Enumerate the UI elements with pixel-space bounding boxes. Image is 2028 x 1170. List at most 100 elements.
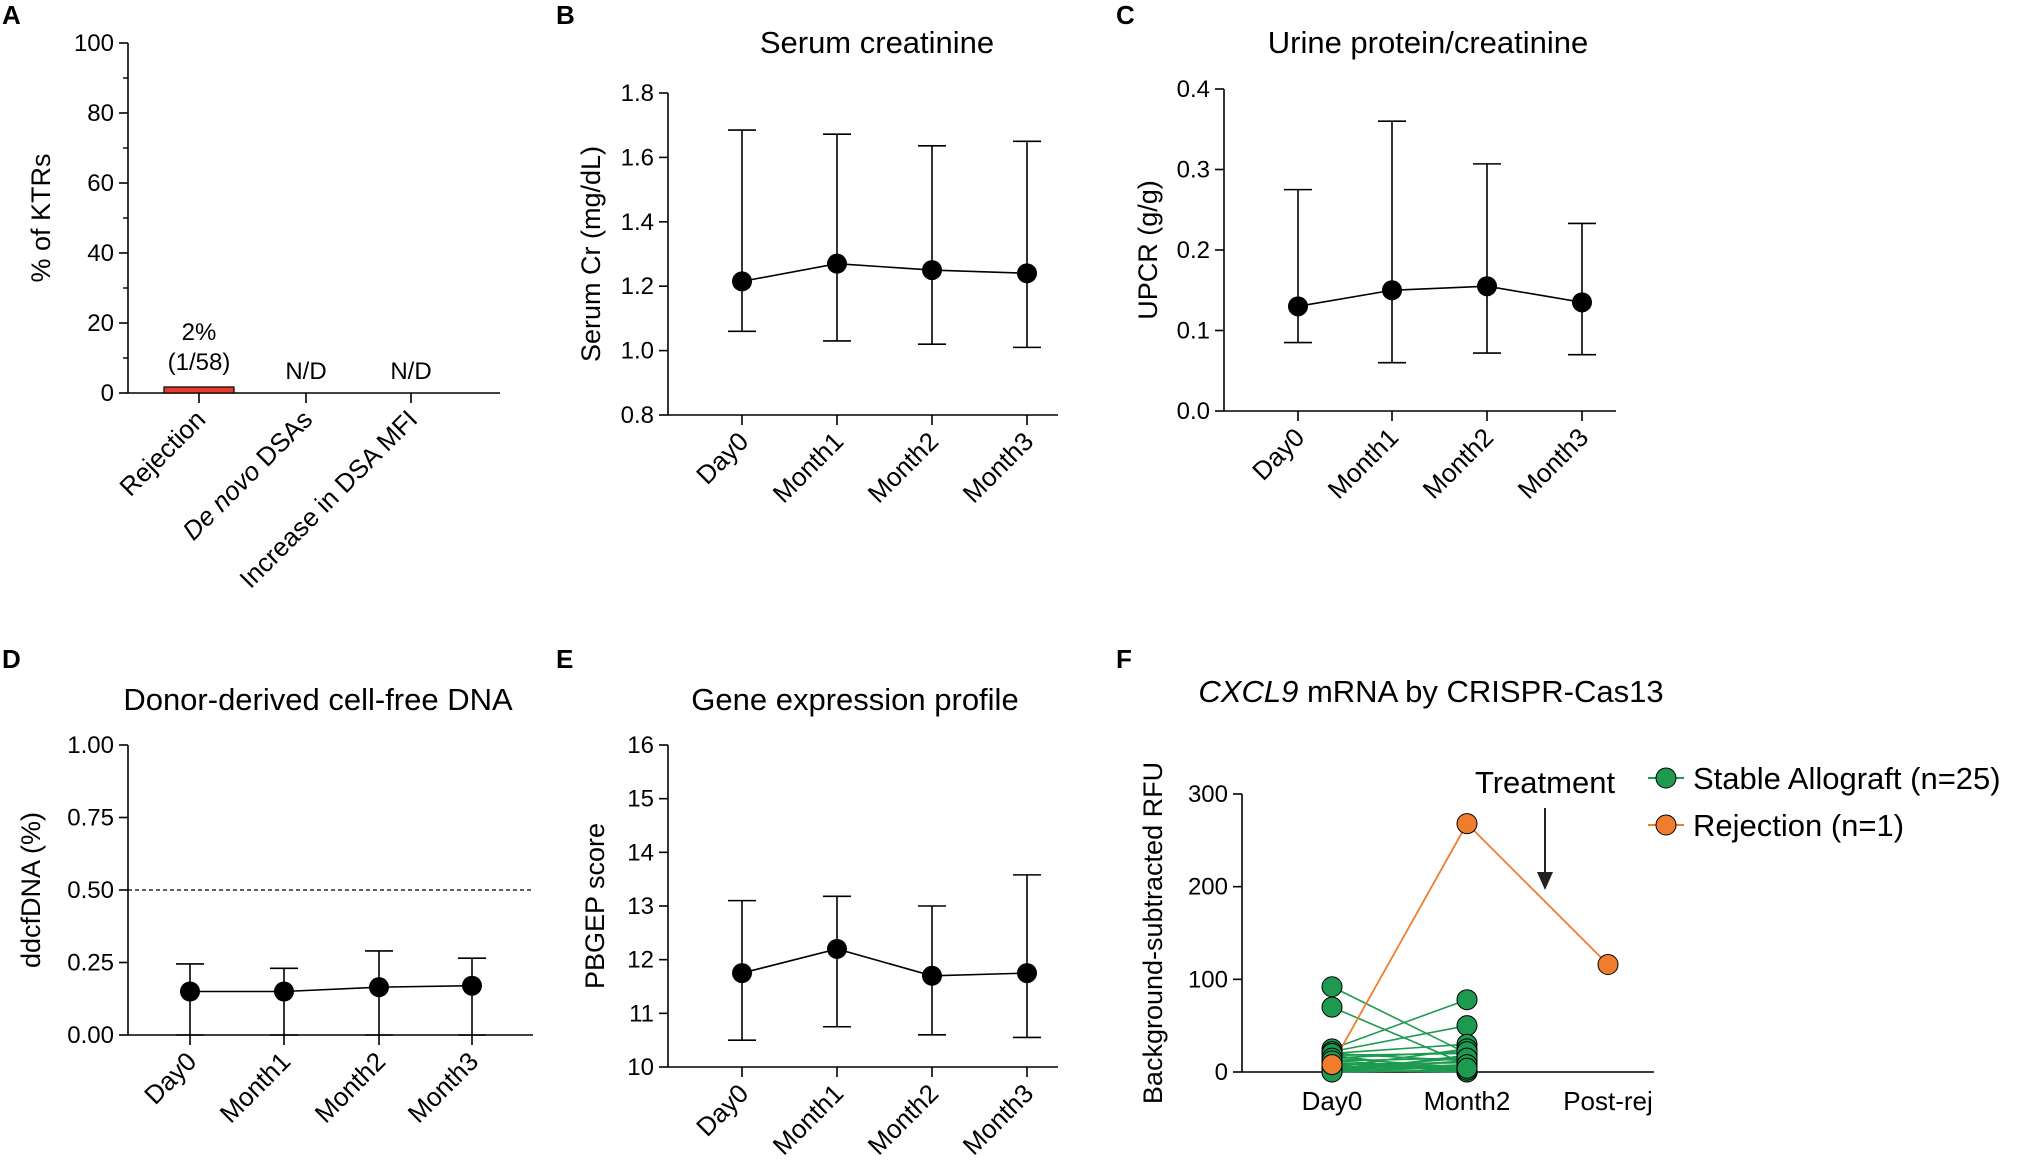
b-y-tick-label-3: 1.4 [621,209,654,236]
e-y-tick-label-6: 16 [627,732,654,759]
b-x-tick-label-0: Day0 [690,426,754,490]
e-mean-line [741,948,1028,977]
c-y-label: UPCR (g/g) [1133,180,1163,320]
b-y-tick-label-2: 1.2 [621,273,654,300]
e-x-tick-label-1: Month1 [767,1078,850,1161]
panel-letter-d: D [2,644,21,674]
a-y-tick-label-5: 100 [74,30,114,57]
f-stable-point-month2-3 [1456,1015,1478,1037]
f-title-part-1: mRNA by CRISPR-Cas13 [1298,674,1663,709]
b-point-0 [732,271,752,292]
d-x-tick-label-3: Month3 [402,1046,485,1129]
e-y-tick-label-3: 13 [627,893,654,920]
b-y-tick-label-4: 1.6 [621,144,654,171]
e-x-tick-label-3: Month3 [957,1078,1040,1161]
b-point-2 [922,260,942,281]
c-title: Urine protein/creatinine [1268,25,1589,60]
b-x-tick-label-3: Month3 [957,426,1040,509]
panel-letter-c: C [1116,0,1135,30]
f-stable-line-4 [1331,1043,1468,1055]
d-point-2 [369,977,389,998]
f-annotation-arrow-head [1537,872,1553,890]
a-y-tick-label-1: 20 [87,310,114,337]
a-x-tick-label-2-part-0: Increase in DSA MFI [233,404,423,594]
c-y-tick-label-4: 0.4 [1177,76,1210,103]
panel-letter-f: F [1116,644,1132,674]
a-bar-label-0-0: 2% [182,319,217,346]
e-point-1 [827,938,847,959]
b-point-1 [827,253,847,274]
panel-d-ddcfdna: Donor-derived cell-free DNA 0.00 0.25 0.50 0… [16,682,533,1129]
b-y-tick-label-0: 0.8 [621,402,654,429]
f-stable-line-0 [1331,986,1468,1055]
d-x-tick-label-0: Day0 [138,1046,202,1110]
b-y-tick-label-5: 1.8 [621,80,654,107]
d-x-tick-label-1: Month1 [214,1046,297,1129]
f-rejection-point-1 [1456,813,1478,835]
b-title: Serum creatinine [760,25,994,60]
a-y-tick-label-4: 80 [87,100,114,127]
e-y-tick-label-4: 14 [627,839,654,866]
d-y-tick-label-4: 1.00 [67,732,114,759]
c-point-3 [1572,292,1592,313]
d-y-label: ddcfDNA (%) [16,812,46,968]
f-legend-label-0: Stable Allograft (n=25) [1693,761,2001,796]
c-point-1 [1382,280,1402,301]
e-x-tick-label-2: Month2 [862,1078,945,1161]
panel-b-serum-creatinine: Serum creatinine 0.8 1.0 1.2 1.4 1.6 1.8 Serum … [576,25,1058,509]
a-x-tick-label-2: Increase in DSA MFI [233,404,423,594]
panel-letter-a: A [2,0,21,30]
a-bar-label-0-1: (1/58) [168,349,231,376]
c-mean-line [1297,285,1583,308]
c-x-tick-label-3: Month3 [1512,422,1595,505]
f-legend-marker-0 [1655,767,1677,789]
b-point-3 [1017,263,1037,284]
f-rejection-point-0 [1321,1054,1343,1076]
c-point-0 [1288,296,1308,317]
c-point-2 [1477,276,1497,297]
b-x-tick-label-1: Month1 [767,426,850,509]
a-bar-label-2-0: N/D [390,358,431,385]
c-y-tick-label-2: 0.2 [1177,237,1210,264]
e-point-0 [732,963,752,984]
d-point-1 [274,981,294,1002]
f-y-tick-label-2: 200 [1188,874,1228,901]
f-stable-point-month2-24 [1456,1057,1478,1079]
d-y-tick-label-3: 0.75 [67,805,114,832]
f-legend-label-1: Rejection (n=1) [1693,808,1904,843]
a-y-tick-label-0: 0 [101,380,114,407]
a-y-tick-label-2: 40 [87,240,114,267]
f-legend-marker-1 [1655,814,1677,836]
e-point-2 [922,965,942,986]
e-y-tick-label-1: 11 [629,1000,654,1027]
c-y-tick-label-3: 0.3 [1177,157,1210,184]
f-title: CXCL9 mRNA by CRISPR-Cas13 [1198,674,1663,709]
e-x-tick-label-0: Day0 [690,1078,754,1142]
d-y-tick-label-0: 0.00 [67,1022,114,1049]
panel-f-cxcl9: CXCL9 mRNA by CRISPR-Cas13 0 100 200 300 Back… [1138,674,2001,1116]
panel-c-upcr: Urine protein/creatinine 0.0 0.1 0.2 0.3 0.4 U… [1133,25,1616,505]
d-title: Donor-derived cell-free DNA [123,682,513,717]
e-y-tick-label-2: 12 [627,947,654,974]
f-title-part-0: CXCL9 [1198,674,1298,709]
f-stable-line-2 [1331,998,1468,1050]
f-stable-line-21 [1331,1057,1468,1070]
f-stable-line-22 [1331,1063,1468,1071]
f-stable-point-month2-2 [1456,989,1478,1011]
f-x-tick-label-1: Month2 [1424,1086,1511,1116]
e-y-tick-label-5: 15 [627,786,654,813]
a-x-tick-label-1-part-0: De novo [176,456,266,546]
f-x-tick-label-0: Day0 [1302,1086,1363,1116]
f-rejection-point-2 [1597,954,1619,976]
a-x-tick-label-0: Rejection [113,404,211,502]
panel-letter-b: B [556,0,575,30]
a-y-tick-label-3: 60 [87,170,114,197]
c-y-tick-label-1: 0.1 [1177,318,1210,345]
f-stable-point-day0-1 [1321,996,1343,1018]
f-y-tick-label-3: 300 [1188,781,1228,808]
f-stable-line-24 [1331,1060,1468,1070]
b-x-tick-label-2: Month2 [862,426,945,509]
a-bar-label-1-0: N/D [285,358,326,385]
a-bar-0 [163,386,235,394]
